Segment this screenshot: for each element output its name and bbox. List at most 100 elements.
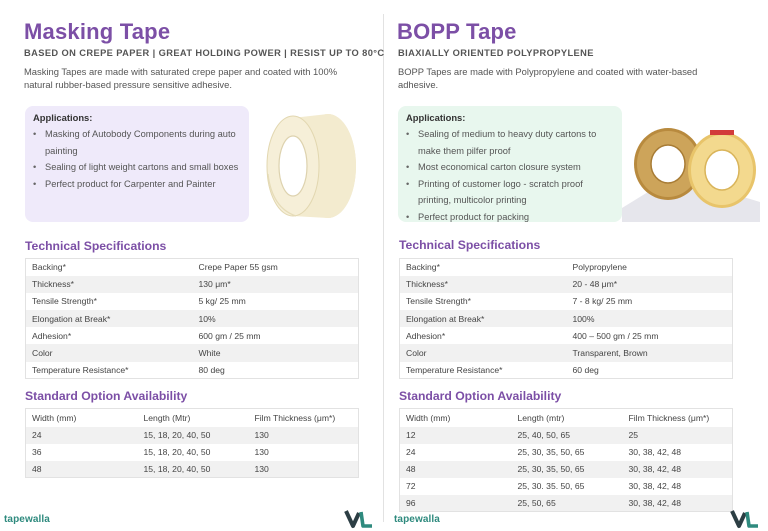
table-row: Color White [25, 344, 359, 362]
masking-applications-box: Applications: Masking of Autobody Compon… [25, 106, 249, 222]
table-cell: 24 [25, 426, 138, 444]
list-item: Sealing of light weight cartons and smal… [33, 159, 243, 176]
options-heading: Standard Option Availability [399, 389, 562, 403]
spec-value: White [192, 344, 359, 362]
spec-value: 60 deg [572, 364, 599, 375]
table-row: 24 15, 18, 20, 40, 50 130 [25, 426, 359, 444]
table-cell: 30, 38, 42, 48 [628, 447, 682, 457]
column-divider [383, 14, 384, 522]
options-table: Width (mm) Length (mtr) Film Thickness (… [399, 408, 733, 512]
options-heading: Standard Option Availability [25, 389, 188, 403]
spec-label: Thickness* [25, 275, 193, 293]
spec-label: Adhesion* [406, 330, 446, 341]
table-cell: 30, 38, 42, 48 [622, 494, 733, 512]
spec-label: Temperature Resistance* [406, 364, 503, 375]
table-cell: 48 [25, 460, 138, 478]
table-cell: 130 [248, 426, 359, 444]
spec-value: 10% [192, 310, 359, 328]
table-header-row: Width (mm) Length (Mtr) Film Thickness (… [26, 409, 359, 427]
table-cell: 15, 18, 20, 40, 50 [137, 460, 249, 478]
spec-value: 20 - 48 μm* [566, 275, 733, 293]
spec-label: Backing* [32, 262, 66, 273]
table-row: 48 25, 30, 35, 50, 65 30, 38, 42, 48 [399, 460, 733, 478]
table-cell: 25 [622, 426, 733, 444]
spec-value: 600 gm / 25 mm [198, 330, 261, 341]
spec-label: Elongation at Break* [25, 310, 193, 328]
tech-specs-table: Backing* Polypropylene Thickness* 20 - 48 … [399, 258, 733, 380]
table-row: Adhesion* 600 gm / 25 mm [26, 327, 359, 344]
table-cell: 25, 30, 35, 50, 65 [511, 460, 623, 478]
bopp-tape-description: BOPP Tapes are made with Polypropylene a… [398, 66, 698, 90]
table-cell: 36 [32, 447, 42, 457]
table-cell: 30, 38, 42, 48 [628, 481, 682, 491]
spec-value: 7 - 8 kg/ 25 mm [572, 296, 633, 307]
spec-label: Color [399, 344, 567, 362]
spec-label: Color [25, 344, 193, 362]
spec-value: 80 deg [198, 364, 225, 375]
table-cell: 15, 18, 20, 40, 50 [137, 426, 249, 444]
masking-tape-subtitle: BASED ON CREPE PAPER | GREAT HOLDING POW… [24, 48, 385, 58]
bopp-applications-box: Applications: Sealing of medium to heavy… [398, 106, 622, 225]
table-row: 24 25, 30, 35, 50, 65 30, 38, 42, 48 [400, 444, 733, 461]
bopp-tape-subtitle: BIAXIALLY ORIENTED POLYPROPYLENE [398, 48, 594, 58]
options-table: Width (mm) Length (Mtr) Film Thickness (… [25, 408, 359, 478]
table-row: 72 25, 30. 35. 50, 65 30, 38, 42, 48 [400, 478, 733, 495]
masking-tape-description: Masking Tapes are made with saturated cr… [24, 66, 338, 90]
list-item: Most economical carton closure system [406, 159, 616, 176]
applications-title: Applications: [33, 112, 93, 123]
table-row: Thickness* 20 - 48 μm* [399, 275, 733, 293]
column-header: Film Thickness (μm*) [254, 412, 336, 423]
spec-label: Tensile Strength* [406, 296, 471, 307]
spec-label: Adhesion* [32, 330, 72, 341]
table-row: Color Transparent, Brown [399, 344, 733, 362]
tech-specs-heading: Technical Specifications [399, 238, 541, 252]
table-row: 36 15, 18, 20, 40, 50 130 [26, 444, 359, 461]
column-header: Width (mm) [32, 412, 77, 423]
table-row: Thickness* 130 μm* [25, 275, 359, 293]
bopp-tape-rolls-image [622, 104, 760, 222]
spec-label: Tensile Strength* [32, 296, 97, 307]
list-item: Sealing of medium to heavy duty cartons … [406, 126, 616, 159]
table-row: Backing* Polypropylene [400, 259, 733, 276]
vr-logo-icon [730, 510, 758, 528]
table-cell: 15, 18, 20, 40, 50 [143, 447, 211, 457]
bopp-tape-panel: BOPP Tape BIAXIALLY ORIENTED POLYPROPYLE… [384, 0, 768, 531]
spec-label: Elongation at Break* [399, 310, 567, 328]
column-header: Length (mtr) [517, 412, 565, 423]
table-row: Adhesion* 400 – 500 gm / 25 mm [400, 327, 733, 344]
spec-value: 100% [566, 310, 733, 328]
table-header-row: Width (mm) Length (mtr) Film Thickness (… [400, 409, 733, 427]
table-cell: 25, 30. 35. 50, 65 [517, 481, 585, 491]
masking-tape-title: Masking Tape [24, 19, 171, 44]
table-row: Elongation at Break* 100% [399, 310, 733, 328]
spec-value: Transparent, Brown [566, 344, 733, 362]
applications-title: Applications: [406, 112, 466, 123]
applications-list: Masking of Autobody Components during au… [33, 126, 243, 192]
table-cell: 24 [406, 447, 416, 457]
list-item: Printing of customer logo - scratch proo… [406, 176, 616, 209]
spec-label: Temperature Resistance* [32, 364, 129, 375]
list-item: Masking of Autobody Components during au… [33, 126, 243, 159]
table-row: Backing* Crepe Paper 55 gsm [26, 259, 359, 276]
table-row: Tensile Strength* 5 kg/ 25 mm [26, 293, 359, 310]
masking-tape-roll-image [262, 104, 362, 222]
table-cell: 72 [406, 481, 416, 491]
column-header: Film Thickness (μm*) [628, 412, 710, 423]
list-item: Perfect product for packing [406, 209, 616, 226]
spec-value: 5 kg/ 25 mm [198, 296, 246, 307]
column-header: Width (mm) [406, 412, 451, 423]
table-cell: 12 [399, 426, 512, 444]
tech-specs-heading: Technical Specifications [25, 239, 167, 253]
spec-value: 130 μm* [192, 275, 359, 293]
bopp-tape-title: BOPP Tape [397, 19, 517, 44]
table-row: 12 25, 40, 50, 65 25 [399, 426, 733, 444]
table-cell: 25, 30, 35, 50, 65 [517, 447, 585, 457]
table-cell: 130 [254, 447, 269, 457]
table-row: Tensile Strength* 7 - 8 kg/ 25 mm [400, 293, 733, 310]
table-cell: 48 [399, 460, 512, 478]
applications-list: Sealing of medium to heavy duty cartons … [406, 126, 616, 226]
table-cell: 130 [248, 460, 359, 478]
table-row: Temperature Resistance* 60 deg [400, 362, 733, 379]
spec-label: Backing* [406, 262, 440, 273]
spec-value: Crepe Paper 55 gsm [198, 262, 278, 273]
